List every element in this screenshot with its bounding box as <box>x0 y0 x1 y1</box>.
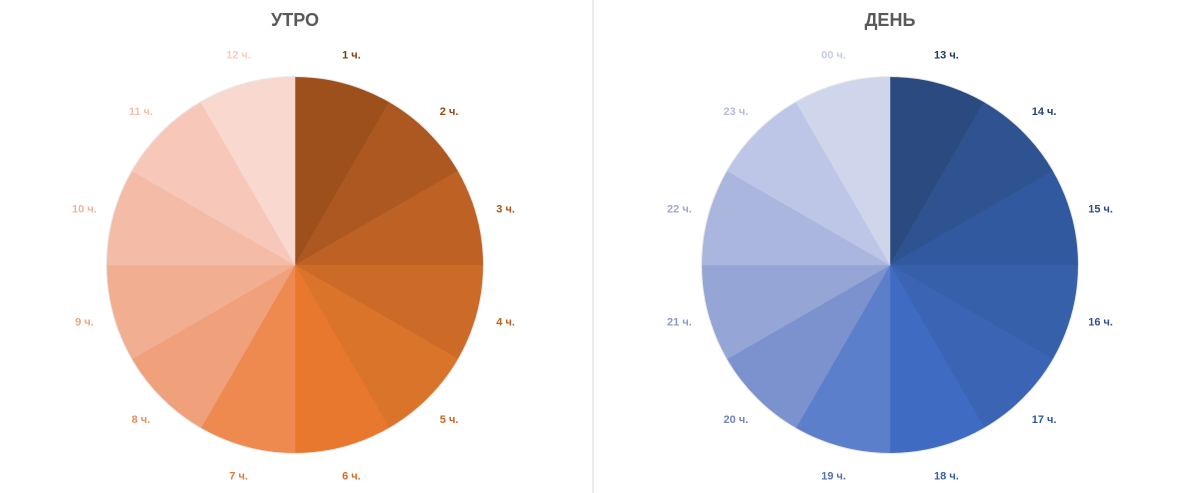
morning-slice-label-2: 2 ч. <box>440 106 459 118</box>
morning-slice-label-1: 1 ч. <box>342 49 361 61</box>
day-slice-12 <box>795 76 891 266</box>
day-slice-7 <box>795 264 891 454</box>
day-slice-6 <box>889 264 985 454</box>
morning-slice-12 <box>200 76 296 266</box>
morning-slice-8 <box>131 264 296 429</box>
day-slice-2 <box>889 101 1054 266</box>
day-slice-label-9: 21 ч. <box>667 316 692 328</box>
day-slice-label-8: 20 ч. <box>724 414 749 426</box>
morning-slice-label-12: 12 ч. <box>226 49 251 61</box>
day-pie-outline <box>701 76 1079 454</box>
day-slice-9 <box>701 264 891 360</box>
day-slice-label-11: 23 ч. <box>724 106 749 118</box>
day-slice-label-4: 16 ч. <box>1088 316 1113 328</box>
morning-labels: 1 ч. 2 ч. 3 ч. 4 ч. 5 ч. 6 ч. 7 ч. 8 ч. 9 ч. 10 ч… <box>72 49 515 482</box>
day-slice-label-5: 17 ч. <box>1032 414 1057 426</box>
morning-slice-1 <box>294 76 390 266</box>
morning-slice-label-6: 6 ч. <box>342 471 361 483</box>
morning-slice-label-11: 11 ч. <box>129 106 153 118</box>
morning-slice-9 <box>106 264 296 360</box>
day-slice-5 <box>889 264 1054 429</box>
day-slice-label-6: 18 ч. <box>934 471 959 483</box>
morning-slices <box>106 76 484 454</box>
day-slices <box>701 76 1079 454</box>
day-slice-label-7: 19 ч. <box>821 471 846 483</box>
day-slice-label-3: 15 ч. <box>1088 204 1113 216</box>
morning-slice-11 <box>131 101 296 266</box>
morning-slice-label-7: 7 ч. <box>229 471 248 483</box>
pie-chart-morning: УТРО 1 ч. 2 ч. 3 ч. 4 ч. 5 ч. 6 ч. 7 ч. 8 ч. 9 ч… <box>72 10 515 483</box>
morning-slice-label-9: 9 ч. <box>75 316 94 328</box>
chart-title-day: ДЕНЬ <box>865 10 916 30</box>
pie-chart-day: ДЕНЬ 13 ч. 14 ч. 15 ч. 16 ч. 17 ч. 18 ч. 19 ч.… <box>667 10 1113 483</box>
morning-slice-7 <box>200 264 296 454</box>
morning-slice-label-5: 5 ч. <box>440 414 459 426</box>
morning-slice-label-4: 4 ч. <box>496 316 515 328</box>
chart-title-morning: УТРО <box>271 10 319 30</box>
morning-slice-label-3: 3 ч. <box>496 204 515 216</box>
day-labels: 13 ч. 14 ч. 15 ч. 16 ч. 17 ч. 18 ч. 19 ч. 20 ч.… <box>667 49 1113 482</box>
morning-slice-5 <box>294 264 459 429</box>
day-slice-10 <box>701 170 891 266</box>
day-slice-label-2: 14 ч. <box>1032 106 1057 118</box>
morning-slice-4 <box>294 264 484 360</box>
morning-slice-10 <box>106 170 296 266</box>
morning-pie-outline <box>106 76 484 454</box>
morning-slice-3 <box>294 170 484 266</box>
day-slice-1 <box>889 76 985 266</box>
day-slice-label-1: 13 ч. <box>934 49 959 61</box>
morning-slice-label-10: 10 ч. <box>72 204 97 216</box>
day-slice-4 <box>889 264 1079 360</box>
morning-slice-label-8: 8 ч. <box>132 414 151 426</box>
morning-slice-6 <box>294 264 390 454</box>
day-slice-label-10: 22 ч. <box>667 204 692 216</box>
day-slice-11 <box>726 101 891 266</box>
day-slice-3 <box>889 170 1079 266</box>
day-slice-8 <box>726 264 891 429</box>
day-slice-label-12: 00 ч. <box>821 49 846 61</box>
morning-slice-2 <box>294 101 459 266</box>
